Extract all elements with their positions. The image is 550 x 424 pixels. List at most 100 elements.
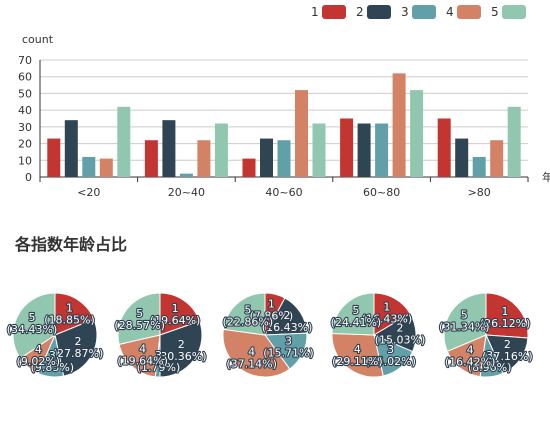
- pie-5-label-3: 3 (8.96%): [468, 349, 512, 374]
- pie-4-label-4: 4 (29.11%): [332, 343, 383, 368]
- x-tick-label: >80: [468, 186, 491, 199]
- x-tick-label: 40~60: [265, 186, 302, 199]
- pie-2-label-3: 3 (1.79%): [137, 349, 181, 374]
- pie-chart-5: 1 (26.12%) 2 (17.16%)3 (8.96%)4 (16.42%) 5 (31.…: [438, 292, 534, 378]
- pie-1-label-3: 3 (9.83%): [31, 349, 75, 374]
- x-tick-label: <20: [77, 186, 100, 199]
- x-tick-label: 60~80: [363, 186, 400, 199]
- legend-swatch-3[interactable]: [412, 5, 436, 19]
- pie-1-slice-5[interactable]: [12, 292, 56, 360]
- y-tick-label: 10: [18, 154, 32, 167]
- bar-40~60-series-1[interactable]: [242, 158, 256, 177]
- legend-label-2[interactable]: 2: [356, 5, 364, 19]
- pie-charts: 1 (18.85%) 2 (27.87%)3 (9.83%)4 (9.02%) 5 (34.4…: [6, 292, 534, 378]
- legend-label-3[interactable]: 3: [401, 5, 409, 19]
- pie-5-label-1: 1 (26.12%): [480, 305, 531, 330]
- legend-swatch-1[interactable]: [322, 5, 346, 19]
- bar-20~40-series-4[interactable]: [197, 140, 211, 177]
- pie-4-slice-1[interactable]: [373, 292, 411, 336]
- bar->80-series-2[interactable]: [455, 138, 469, 177]
- legend-swatch-4[interactable]: [457, 5, 481, 19]
- pie-2-slice-5[interactable]: [117, 292, 161, 345]
- pie-3-slice-4[interactable]: [222, 328, 291, 378]
- bar-60~80-series-4[interactable]: [392, 73, 406, 177]
- bar-20~40-series-2[interactable]: [162, 120, 176, 177]
- x-tick-label: 20~40: [168, 186, 205, 199]
- bar-20~40-series-5[interactable]: [214, 123, 228, 177]
- pie-chart-3: 1 (7.86%)2 (16.43%)3 (15.71%)4 (37.14%) 5 (22.…: [221, 292, 315, 378]
- legend-label-1[interactable]: 1: [311, 5, 319, 19]
- y-tick-label: 20: [18, 138, 32, 151]
- pie-5-slice-5[interactable]: [443, 292, 487, 352]
- pie-3-label-4: 4 (37.14%): [226, 345, 277, 370]
- y-axis: 0 10 20 30 40 50 60 70: [18, 54, 41, 184]
- legend-swatch-2[interactable]: [367, 5, 391, 19]
- pie-4-label-2: 2 (15.03%): [375, 321, 426, 346]
- bar-60~80-series-5[interactable]: [410, 90, 424, 177]
- pie-3-label-1: 1 (7.86%): [250, 298, 294, 323]
- pie-2-label-2: 2 (30.36%): [156, 338, 207, 363]
- bar-60~80-series-1[interactable]: [340, 118, 354, 178]
- pie-4-label-5: 5 (24.41%): [331, 304, 382, 329]
- legend-label-5[interactable]: 5: [491, 5, 499, 19]
- pie-1-label-4: 4 (9.02%): [17, 343, 61, 368]
- pie-5-label-4: 4 (16.42%): [445, 344, 496, 369]
- bar-chart: count 年 0 10 20 30 40 50 60 70 <20 20~40 40~60 60~…: [18, 33, 550, 199]
- pie-section-title: 各指数年龄占比: [14, 235, 127, 254]
- bar-40~60-series-2[interactable]: [260, 138, 273, 177]
- pie-2-label-5: 5 (28.57%): [114, 307, 165, 332]
- pie-5-slice-1[interactable]: [485, 292, 529, 339]
- y-axis-label: count: [22, 33, 54, 46]
- legend-label-4[interactable]: 4: [446, 5, 454, 19]
- pie-chart-1: 1 (18.85%) 2 (27.87%)3 (9.83%)4 (9.02%) 5 (34.4…: [6, 292, 104, 378]
- pie-3-label-5: 5 (22.86%): [223, 303, 274, 328]
- pie-5-label-5: 5 (31.34%): [439, 309, 490, 334]
- legend-swatch-5[interactable]: [502, 5, 526, 19]
- pie-5-label-2: 2 (17.16%): [482, 338, 533, 363]
- bar-20~40-series-3[interactable]: [179, 173, 193, 177]
- pie-1-slice-1[interactable]: [54, 292, 95, 336]
- bar-40~60-series-5[interactable]: [312, 123, 326, 177]
- pie-3-slice-5[interactable]: [222, 292, 266, 336]
- pie-4-slice-5[interactable]: [331, 292, 375, 336]
- bar->80-series-3[interactable]: [472, 156, 486, 177]
- bar->80-series-5[interactable]: [507, 106, 521, 177]
- y-tick-label: 70: [18, 54, 32, 67]
- pie-3-label-3: 3 (15.71%): [263, 334, 314, 359]
- bar->80-series-1[interactable]: [437, 118, 451, 178]
- bar-40~60-series-3[interactable]: [277, 140, 291, 177]
- y-tick-label: 30: [18, 121, 32, 134]
- pie-1-label-1: 1 (18.85%): [44, 301, 95, 326]
- y-tick-label: 0: [25, 171, 32, 184]
- legend: 1 2 3 4 5: [311, 5, 526, 19]
- pie-2-label-1: 1 (19.64%): [150, 302, 201, 327]
- bar-<20-series-2[interactable]: [64, 120, 78, 177]
- pie-3-slice-2[interactable]: [264, 297, 308, 336]
- pie-2-slice-4[interactable]: [118, 334, 161, 378]
- pie-2-slice-2[interactable]: [159, 320, 203, 378]
- bar-20~40-series-1[interactable]: [144, 140, 158, 177]
- pie-5-slice-2[interactable]: [485, 334, 529, 374]
- pie-chart-2: 1 (19.64%) 2 (30.36%)3 (1.79%)4 (19.64%) 5 (28.…: [113, 292, 208, 378]
- pie-1-label-2: 2 (27.87%): [53, 335, 104, 360]
- bar-<20-series-5[interactable]: [117, 106, 131, 177]
- bar-60~80-series-2[interactable]: [357, 123, 371, 177]
- y-tick-label: 40: [18, 104, 32, 117]
- bar-60~80-series-3[interactable]: [375, 123, 389, 177]
- bar->80-series-4[interactable]: [490, 140, 504, 177]
- pie-4-label-3: 3 (15.02%): [365, 343, 416, 368]
- bar-<20-series-1[interactable]: [47, 138, 61, 177]
- pie-5-slice-4[interactable]: [446, 334, 487, 378]
- bars: [47, 73, 521, 178]
- bar-40~60-series-4[interactable]: [295, 90, 308, 177]
- x-axis-label: 年: [542, 170, 550, 184]
- y-tick-label: 60: [18, 71, 32, 84]
- bar-<20-series-4[interactable]: [99, 158, 113, 177]
- bar-<20-series-3[interactable]: [82, 156, 96, 177]
- pie-4-slice-4[interactable]: [331, 332, 384, 378]
- x-axis: <20 20~40 40~60 60~80 >80: [39, 177, 529, 199]
- pie-1-slice-2[interactable]: [54, 318, 98, 377]
- pie-4-label-1: 1 (16.43%): [362, 300, 413, 325]
